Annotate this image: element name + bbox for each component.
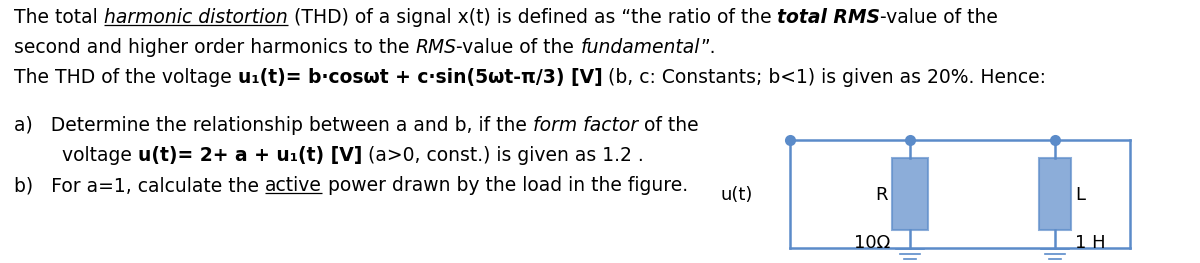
Text: -value of the: -value of the bbox=[880, 8, 998, 27]
Text: The THD of the voltage: The THD of the voltage bbox=[14, 68, 238, 87]
Text: of the: of the bbox=[638, 116, 698, 135]
Text: 10Ω: 10Ω bbox=[853, 234, 890, 252]
Text: R: R bbox=[876, 186, 888, 204]
Text: b)   For a=1, calculate the: b) For a=1, calculate the bbox=[14, 176, 265, 195]
Text: fundamental: fundamental bbox=[581, 38, 700, 57]
Text: (b, c: Constants; b<1) is given as 20%. Hence:: (b, c: Constants; b<1) is given as 20%. … bbox=[602, 68, 1046, 87]
Text: u(t): u(t) bbox=[720, 186, 752, 204]
Text: u₁(t)= b·cosωt + c·sin(5ωt-π/3) [V]: u₁(t)= b·cosωt + c·sin(5ωt-π/3) [V] bbox=[238, 68, 602, 87]
Text: harmonic distortion: harmonic distortion bbox=[103, 8, 288, 27]
Text: power drawn by the load in the figure.: power drawn by the load in the figure. bbox=[322, 176, 688, 195]
Text: (a>0, const.) is given as 1.2 .: (a>0, const.) is given as 1.2 . bbox=[362, 146, 644, 165]
Text: active: active bbox=[265, 176, 322, 195]
Text: total RMS: total RMS bbox=[778, 8, 880, 27]
Bar bbox=[1039, 158, 1072, 230]
Text: second and higher order harmonics to the: second and higher order harmonics to the bbox=[14, 38, 415, 57]
Text: L: L bbox=[1075, 186, 1085, 204]
Text: 1 H: 1 H bbox=[1075, 234, 1105, 252]
Text: u(t)= 2+ a + u₁(t) [V]: u(t)= 2+ a + u₁(t) [V] bbox=[138, 146, 362, 165]
Text: ”.: ”. bbox=[700, 38, 715, 57]
Text: RMS: RMS bbox=[415, 38, 456, 57]
Text: -value of the: -value of the bbox=[456, 38, 581, 57]
Text: form factor: form factor bbox=[533, 116, 638, 135]
Text: (THD) of a signal x(t) is defined as “the ratio of the: (THD) of a signal x(t) is defined as “th… bbox=[288, 8, 778, 27]
Text: a)   Determine the relationship between a and b, if the: a) Determine the relationship between a … bbox=[14, 116, 533, 135]
Text: voltage: voltage bbox=[14, 146, 138, 165]
Text: The total: The total bbox=[14, 8, 103, 27]
Bar bbox=[892, 158, 928, 230]
